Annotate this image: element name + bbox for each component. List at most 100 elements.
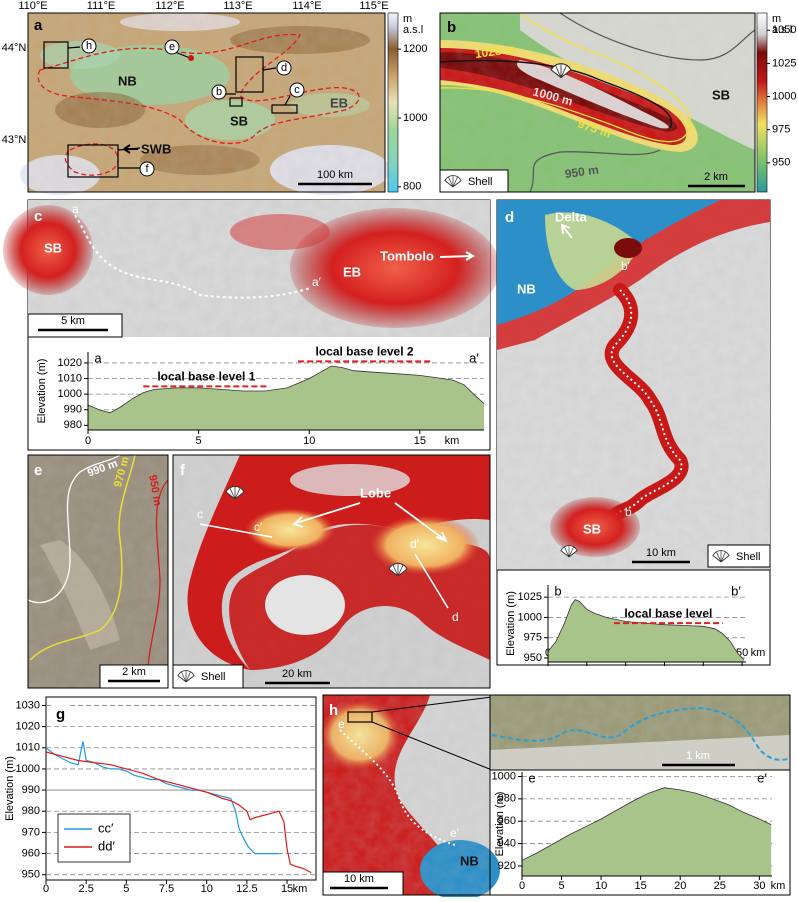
elevation-area xyxy=(548,599,745,662)
profile-line xyxy=(491,706,791,761)
panel-letter: d xyxy=(505,209,514,226)
panel-letter: b xyxy=(447,19,456,36)
colorbar xyxy=(756,12,768,193)
y-tick-label: 950 xyxy=(524,652,542,664)
map-label: SB xyxy=(44,240,62,255)
base-level-label: local base level 1 xyxy=(157,369,255,383)
marker-label: e xyxy=(169,41,175,53)
colorbar-tick-label: 975 xyxy=(772,124,790,136)
site-e xyxy=(188,55,194,61)
marker xyxy=(81,38,97,54)
contour-label: 950 m xyxy=(564,163,600,182)
panel-d: d Delta NB b′ b SB 10 km Shell xyxy=(496,199,771,666)
legend-label: Shell xyxy=(736,551,760,563)
y-tick-label: 980 xyxy=(64,419,82,431)
y-tick-label: 1010 xyxy=(16,742,40,754)
colorbar-unit: a.s.l xyxy=(772,24,792,36)
x-tick-label: 5 xyxy=(558,880,564,892)
box-h xyxy=(43,41,69,69)
panel-h: h e e′ NB 10 km 1 km xyxy=(320,694,791,900)
scale-label: 1 km xyxy=(686,750,710,762)
x-tick-label: 15 xyxy=(414,435,426,447)
colorbar-unit: m xyxy=(772,13,781,25)
y-tick-label: 940 xyxy=(498,837,516,849)
x-tick-label: 5 xyxy=(123,883,129,895)
y-tick-label: 1000 xyxy=(518,611,542,623)
terrain xyxy=(187,455,490,670)
legend-label: cc′ xyxy=(98,820,114,835)
y-tick-label: 990 xyxy=(22,784,40,796)
region-label: SB xyxy=(230,113,248,128)
scale-label: 100 km xyxy=(317,169,353,181)
marker xyxy=(164,39,180,55)
y-tick-label: 1020 xyxy=(16,721,40,733)
x-tick-label: 20 xyxy=(674,880,686,892)
series-line xyxy=(45,751,312,874)
leader-lines xyxy=(67,46,291,169)
legend-box xyxy=(57,813,131,863)
region-label: SB xyxy=(712,87,730,102)
elevation-line xyxy=(521,787,772,861)
contour xyxy=(559,12,756,61)
x-tick-label: 10 xyxy=(201,883,213,895)
region-label: SWB xyxy=(141,141,171,156)
lobe xyxy=(370,515,480,575)
y-tick-label: 975 xyxy=(524,632,542,644)
legend-box xyxy=(172,664,244,689)
contour xyxy=(146,479,169,689)
hillshade xyxy=(323,695,490,895)
panel-frame xyxy=(439,12,756,193)
panel-letter: f xyxy=(180,462,186,479)
profile-end-label: a′ xyxy=(469,350,479,365)
y-tick-label: 960 xyxy=(22,847,40,859)
x-tick-label: 0 xyxy=(519,880,525,892)
map-label: NB xyxy=(517,281,536,296)
y-tick-label: 1025 xyxy=(518,591,542,603)
marker-label: h xyxy=(86,40,92,52)
contour xyxy=(27,454,121,604)
panel-a: h e d b c f a NB SB EB SWB 110°E 111°E 1… xyxy=(2,0,390,195)
box-f xyxy=(67,144,119,178)
x-tick-label: 2.5 xyxy=(79,883,94,895)
region-label: EB xyxy=(330,95,348,110)
contour xyxy=(29,454,136,661)
panel-e: e 990 m 970 m 950 m 2 km xyxy=(27,454,169,689)
scale-label: 2 km xyxy=(122,666,146,678)
colorbar-tick-label: 1000 xyxy=(772,90,796,102)
map-label: b xyxy=(625,505,632,519)
study-boxes xyxy=(43,41,298,178)
map-label: b′ xyxy=(621,259,631,273)
lobe xyxy=(245,508,335,552)
box-b xyxy=(229,97,243,107)
marker xyxy=(139,161,155,177)
lon-label: 111°E xyxy=(87,0,115,12)
map-label: Delta xyxy=(555,209,588,224)
lat-label: 44°N xyxy=(2,42,27,54)
lat-label: 43°N xyxy=(2,134,27,146)
y-tick-label: 980 xyxy=(498,793,516,805)
x-tick-label: 0 xyxy=(43,883,49,895)
contour xyxy=(439,12,691,143)
map-label: e′ xyxy=(450,826,460,840)
lon-label: 110°E xyxy=(18,0,47,12)
map-label: d xyxy=(452,610,459,624)
series-line xyxy=(45,741,279,855)
profile-line xyxy=(339,729,456,846)
panel-g: g xyxy=(54,704,70,724)
map-label: c xyxy=(197,507,203,521)
y-axis-label: Elevation (m) xyxy=(505,591,517,656)
colorbar-tick-label: 800 xyxy=(403,181,421,193)
base-level-label: local base level 2 xyxy=(316,345,414,359)
map-label: d′ xyxy=(410,537,420,551)
legend-box xyxy=(439,169,509,193)
scale-label: 20 km xyxy=(282,668,312,680)
marker xyxy=(211,84,227,100)
map-label: SB xyxy=(583,521,601,536)
y-tick-label: 1020 xyxy=(58,357,82,369)
elevation-area xyxy=(88,366,484,430)
map-label: Tombolo xyxy=(380,248,434,263)
terrain xyxy=(490,735,790,770)
axes xyxy=(521,772,772,877)
